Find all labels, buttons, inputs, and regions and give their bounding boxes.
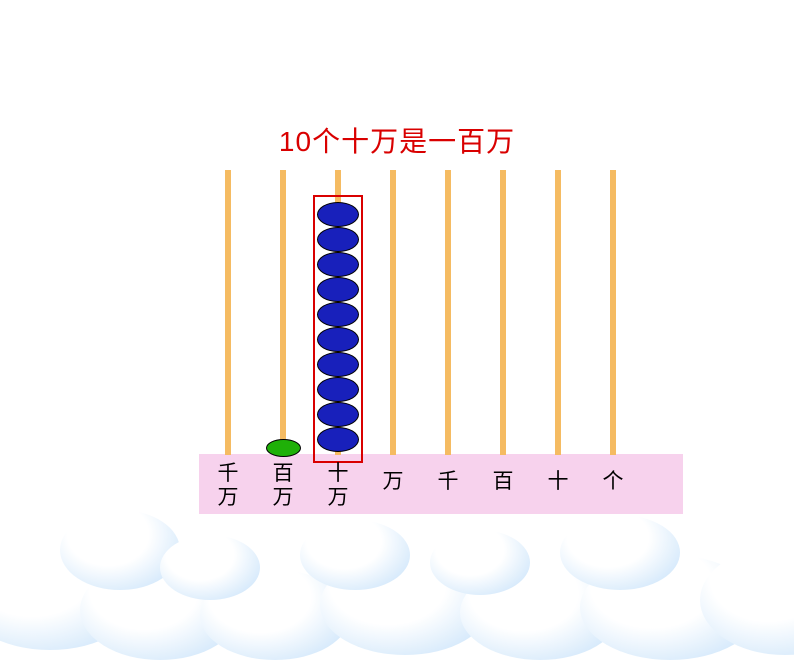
bead-blue-1: [317, 402, 359, 427]
place-labels: 千万百万十万万千百十个: [205, 460, 680, 514]
abacus: 千万百万十万万千百十个: [205, 170, 680, 500]
cloud-puff: [560, 515, 680, 590]
bead-blue-2: [317, 377, 359, 402]
cloud-puff: [300, 520, 410, 590]
label-4: 千: [428, 470, 468, 494]
cloud-puff: [430, 530, 530, 595]
rod-6: [555, 170, 561, 455]
rod-3: [390, 170, 396, 455]
label-6: 十: [538, 470, 578, 494]
bead-blue-5: [317, 302, 359, 327]
bead-blue-6: [317, 277, 359, 302]
label-2: 十万: [318, 462, 358, 510]
bead-green: [266, 439, 301, 457]
rod-4: [445, 170, 451, 455]
label-3: 万: [373, 470, 413, 494]
label-5: 百: [483, 470, 523, 494]
bead-blue-9: [317, 202, 359, 227]
label-1: 百万: [263, 462, 303, 510]
bead-blue-3: [317, 352, 359, 377]
label-7: 个: [593, 470, 633, 494]
rod-5: [500, 170, 506, 455]
bead-blue-4: [317, 327, 359, 352]
rod-0: [225, 170, 231, 455]
page-title: 10个十万是一百万: [0, 120, 794, 160]
label-0: 千万: [208, 462, 248, 510]
rod-7: [610, 170, 616, 455]
bead-blue-0: [317, 427, 359, 452]
cloud-puff: [160, 535, 260, 600]
bead-blue-7: [317, 252, 359, 277]
rod-1: [280, 170, 286, 455]
bead-blue-8: [317, 227, 359, 252]
